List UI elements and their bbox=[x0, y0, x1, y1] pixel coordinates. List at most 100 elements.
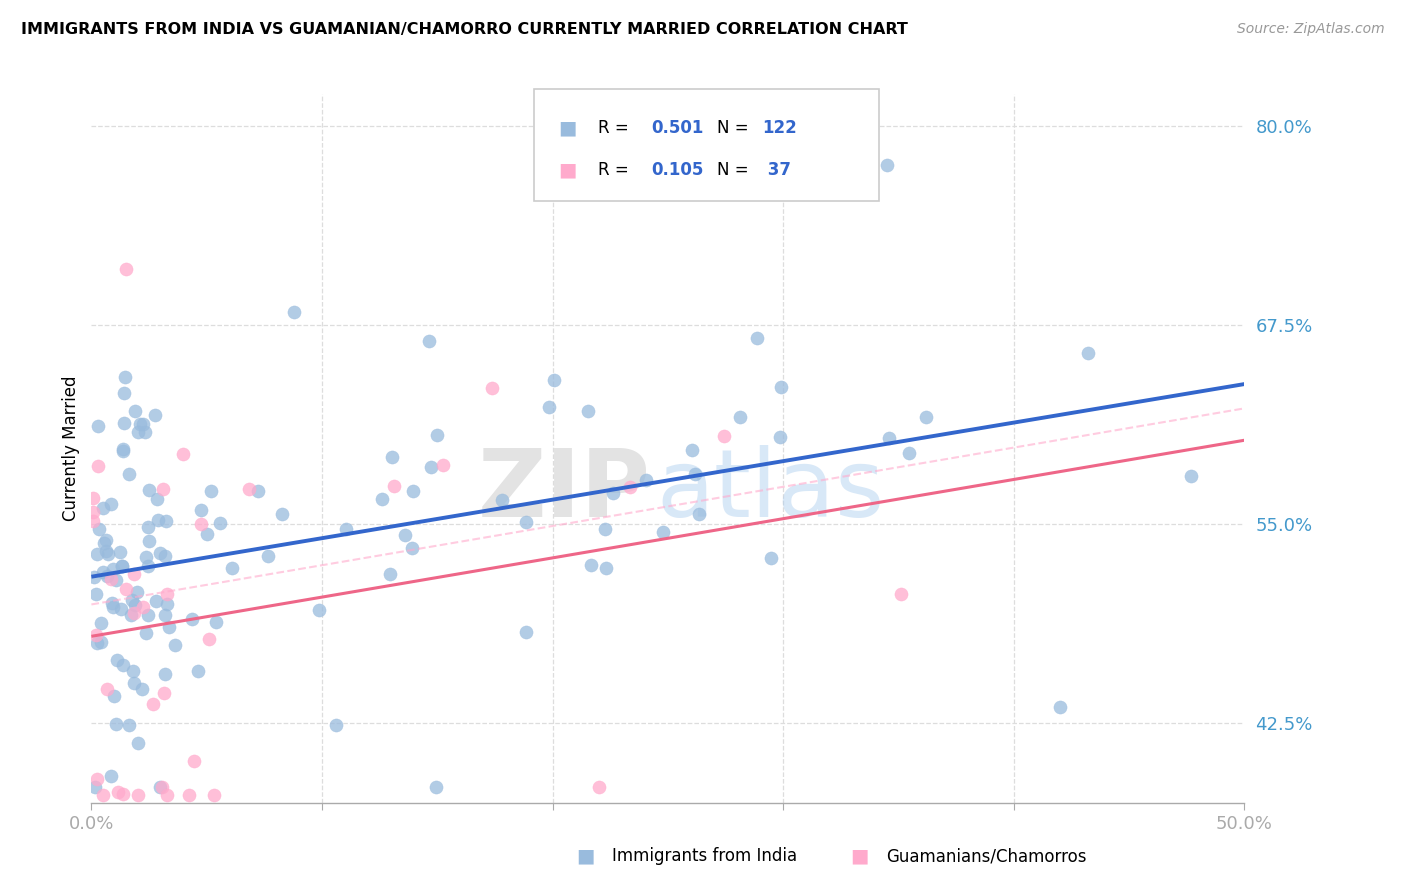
Point bbox=[419, 460, 441, 475]
Point bbox=[898, 445, 921, 459]
Point bbox=[371, 491, 394, 506]
Point bbox=[127, 736, 149, 750]
Point bbox=[100, 497, 122, 511]
Point bbox=[688, 507, 710, 521]
Point bbox=[125, 584, 148, 599]
Point bbox=[93, 536, 115, 550]
Point bbox=[115, 262, 138, 277]
Text: ■: ■ bbox=[558, 161, 576, 179]
Point bbox=[114, 370, 136, 384]
Point bbox=[283, 305, 305, 319]
Point bbox=[325, 717, 347, 731]
Point bbox=[152, 482, 174, 496]
Point bbox=[131, 682, 153, 697]
Point bbox=[256, 549, 278, 563]
Point bbox=[1049, 700, 1071, 714]
Point bbox=[118, 718, 141, 732]
Point bbox=[122, 676, 145, 690]
Point bbox=[115, 582, 138, 596]
Point bbox=[145, 594, 167, 608]
Text: IMMIGRANTS FROM INDIA VS GUAMANIAN/CHAMORRO CURRENTLY MARRIED CORRELATION CHART: IMMIGRANTS FROM INDIA VS GUAMANIAN/CHAMO… bbox=[21, 22, 908, 37]
Point bbox=[87, 522, 110, 536]
Point bbox=[136, 559, 159, 574]
Point bbox=[149, 546, 172, 560]
Point bbox=[156, 598, 179, 612]
Point bbox=[1180, 469, 1202, 483]
Point bbox=[91, 500, 114, 515]
Point bbox=[890, 587, 912, 601]
Point bbox=[124, 599, 146, 613]
Point bbox=[111, 558, 134, 573]
Point bbox=[122, 567, 145, 582]
Point bbox=[101, 562, 124, 576]
Point bbox=[111, 787, 134, 801]
Point bbox=[82, 491, 104, 506]
Text: 0.105: 0.105 bbox=[651, 161, 703, 178]
Point bbox=[86, 458, 108, 473]
Point bbox=[146, 513, 169, 527]
Point bbox=[187, 665, 209, 679]
Y-axis label: Currently Married: Currently Married bbox=[62, 376, 80, 521]
Point bbox=[97, 547, 120, 561]
Text: ZIP: ZIP bbox=[478, 445, 651, 537]
Point bbox=[93, 788, 115, 802]
Point bbox=[172, 447, 194, 461]
Point bbox=[595, 522, 617, 536]
Point bbox=[190, 516, 212, 531]
Point bbox=[576, 404, 599, 418]
Point bbox=[537, 401, 560, 415]
Point bbox=[491, 493, 513, 508]
Point bbox=[124, 606, 146, 620]
Text: 37: 37 bbox=[762, 161, 792, 178]
Point bbox=[401, 541, 423, 555]
Point bbox=[135, 626, 157, 640]
Point bbox=[221, 560, 243, 574]
Text: N =: N = bbox=[717, 119, 754, 136]
Point bbox=[86, 772, 108, 787]
Point bbox=[120, 608, 142, 623]
Point bbox=[124, 403, 146, 417]
Point bbox=[152, 780, 174, 795]
Point bbox=[876, 158, 898, 172]
Point bbox=[205, 615, 228, 629]
Point bbox=[84, 780, 107, 794]
Point bbox=[402, 484, 425, 499]
Point bbox=[761, 551, 783, 566]
Point bbox=[108, 545, 131, 559]
Point bbox=[127, 788, 149, 802]
Point bbox=[110, 602, 132, 616]
Point bbox=[543, 373, 565, 387]
Point bbox=[112, 416, 135, 430]
Point bbox=[181, 612, 204, 626]
Point bbox=[84, 628, 107, 642]
Point bbox=[82, 514, 104, 528]
Point bbox=[652, 525, 675, 540]
Point bbox=[96, 533, 118, 547]
Point bbox=[112, 444, 135, 458]
Point bbox=[515, 515, 537, 529]
Text: R =: R = bbox=[598, 161, 634, 178]
Point bbox=[118, 467, 141, 481]
Point bbox=[143, 408, 166, 422]
Point bbox=[209, 516, 232, 530]
Point bbox=[481, 381, 503, 395]
Point bbox=[588, 780, 610, 794]
Point bbox=[425, 780, 447, 794]
Point bbox=[111, 559, 134, 574]
Point bbox=[86, 636, 108, 650]
Point bbox=[132, 417, 155, 432]
Point bbox=[380, 567, 402, 582]
Point bbox=[129, 417, 152, 431]
Point bbox=[142, 697, 165, 711]
Point bbox=[83, 570, 105, 584]
Point bbox=[426, 428, 449, 442]
Point bbox=[121, 664, 143, 678]
Point bbox=[877, 431, 900, 445]
Point bbox=[915, 409, 938, 424]
Text: R =: R = bbox=[598, 119, 634, 136]
Point bbox=[136, 520, 159, 534]
Point bbox=[127, 425, 149, 439]
Point bbox=[96, 682, 118, 697]
Point bbox=[202, 788, 225, 802]
Point bbox=[728, 409, 751, 424]
